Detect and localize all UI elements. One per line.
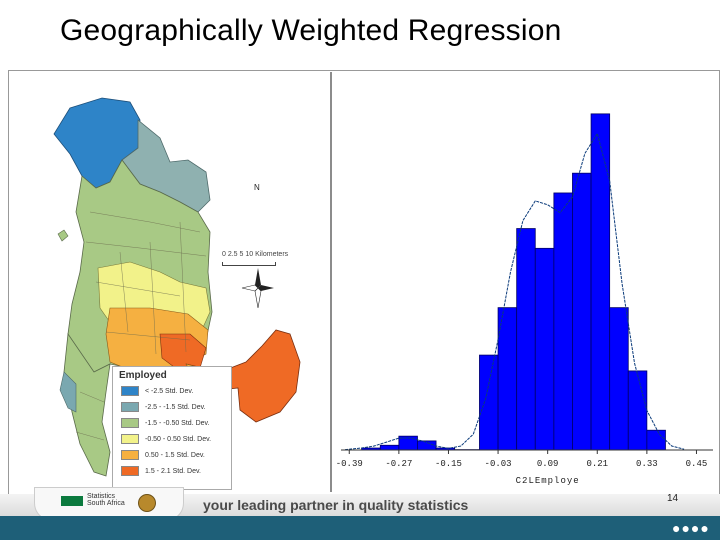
map-graphic: [53, 97, 301, 477]
histogram-bar: [646, 429, 666, 451]
curve-layer: [345, 132, 685, 451]
histogram-bar: [534, 247, 555, 451]
histogram-panel: -0.39 -0.27 -0.15 -0.03 0.09 0.21 0.33 0.45 C2L…: [333, 72, 720, 495]
stats-sa-logo: Statistics South Africa: [34, 487, 184, 521]
histogram-bar: [627, 370, 648, 451]
legend-swatch: [121, 386, 139, 396]
legend-item: -0.50 - 0.50 Std. Dev.: [121, 431, 231, 447]
map-region-peninsula-blue: [59, 371, 77, 413]
map-island: [57, 229, 69, 242]
histogram-bar: [379, 444, 400, 451]
legend-label: -2.5 - -1.5 Std. Dev.: [145, 403, 206, 411]
slide-title: Geographically Weighted Regression: [60, 14, 562, 47]
legend-label: 1.5 - 2.1 Std. Dev.: [145, 467, 201, 475]
legend-label: -0.50 - 0.50 Std. Dev.: [145, 435, 212, 443]
histogram-bar: [479, 354, 499, 451]
x-tick-label: -0.03: [485, 459, 512, 469]
page-number: 14: [667, 493, 679, 504]
histogram-bar: [516, 228, 536, 451]
map-legend: Employed < -2.5 Std. Dev. -2.5 - -1.5 St…: [112, 366, 232, 490]
x-tick-label: 0.09: [537, 459, 559, 469]
regression-map: [10, 72, 330, 492]
histogram-bar: [497, 307, 518, 451]
histogram-chart: -0.39 -0.27 -0.15 -0.03 0.09 0.21 0.33 0.45 C2L…: [336, 113, 713, 486]
compass-north-label: N: [254, 183, 260, 192]
legend-swatch: [121, 402, 139, 412]
legend-label: -1.5 - -0.50 Std. Dev.: [145, 419, 210, 427]
histogram-bar: [572, 172, 592, 451]
legend-item: -1.5 - -0.50 Std. Dev.: [121, 415, 231, 431]
x-tick-label: 0.45: [686, 459, 708, 469]
x-tick-label: -0.27: [385, 459, 412, 469]
legend-title: Employed: [119, 370, 167, 381]
panel-divider: [330, 72, 332, 492]
legend-item: -2.5 - -1.5 Std. Dev.: [121, 399, 231, 415]
logo-line-1: Statistics: [87, 493, 116, 500]
x-tick-label: 0.33: [636, 459, 658, 469]
density-curve: [345, 132, 685, 451]
histogram-bar: [609, 307, 629, 451]
legend-swatch: [121, 466, 139, 476]
x-tick-label: 0.21: [586, 459, 608, 469]
histogram-bar: [590, 113, 611, 451]
bottom-bar: [0, 516, 720, 540]
scale-bar-label: 0 2.5 5 10 Kilometers: [222, 251, 289, 258]
bars-layer: [361, 113, 666, 451]
histogram-bar: [553, 192, 573, 451]
legend-label: 0.50 - 1.5 Std. Dev.: [145, 451, 205, 459]
map-district-lines: [75, 211, 207, 441]
footer-tagline: your leading partner in quality statisti…: [203, 497, 469, 513]
logo-mark-icon: [61, 496, 83, 506]
legend-item: 1.5 - 2.1 Std. Dev.: [121, 463, 231, 479]
legend-item: < -2.5 Std. Dev.: [121, 383, 231, 399]
legend-item: 0.50 - 1.5 Std. Dev.: [121, 447, 231, 463]
legend-swatch: [121, 450, 139, 460]
legend-label: < -2.5 Std. Dev.: [145, 387, 194, 395]
x-tick-label: -0.39: [336, 459, 363, 469]
coat-of-arms-icon: [138, 494, 156, 512]
logo-line-2: South Africa: [87, 500, 125, 507]
x-axis-title: C2LEmploye: [516, 476, 580, 486]
map-region-southeast: [185, 329, 301, 423]
legend-swatch: [121, 418, 139, 428]
x-tick-label: -0.15: [435, 459, 462, 469]
tick-layer: -0.39 -0.27 -0.15 -0.03 0.09 0.21 0.33 0.45: [336, 450, 708, 469]
dots-icon: ●●●●: [672, 520, 710, 536]
scale-bar: [222, 262, 276, 266]
compass-rose: [241, 268, 274, 309]
legend-swatch: [121, 434, 139, 444]
logo-text: Statistics South Africa: [87, 493, 125, 507]
